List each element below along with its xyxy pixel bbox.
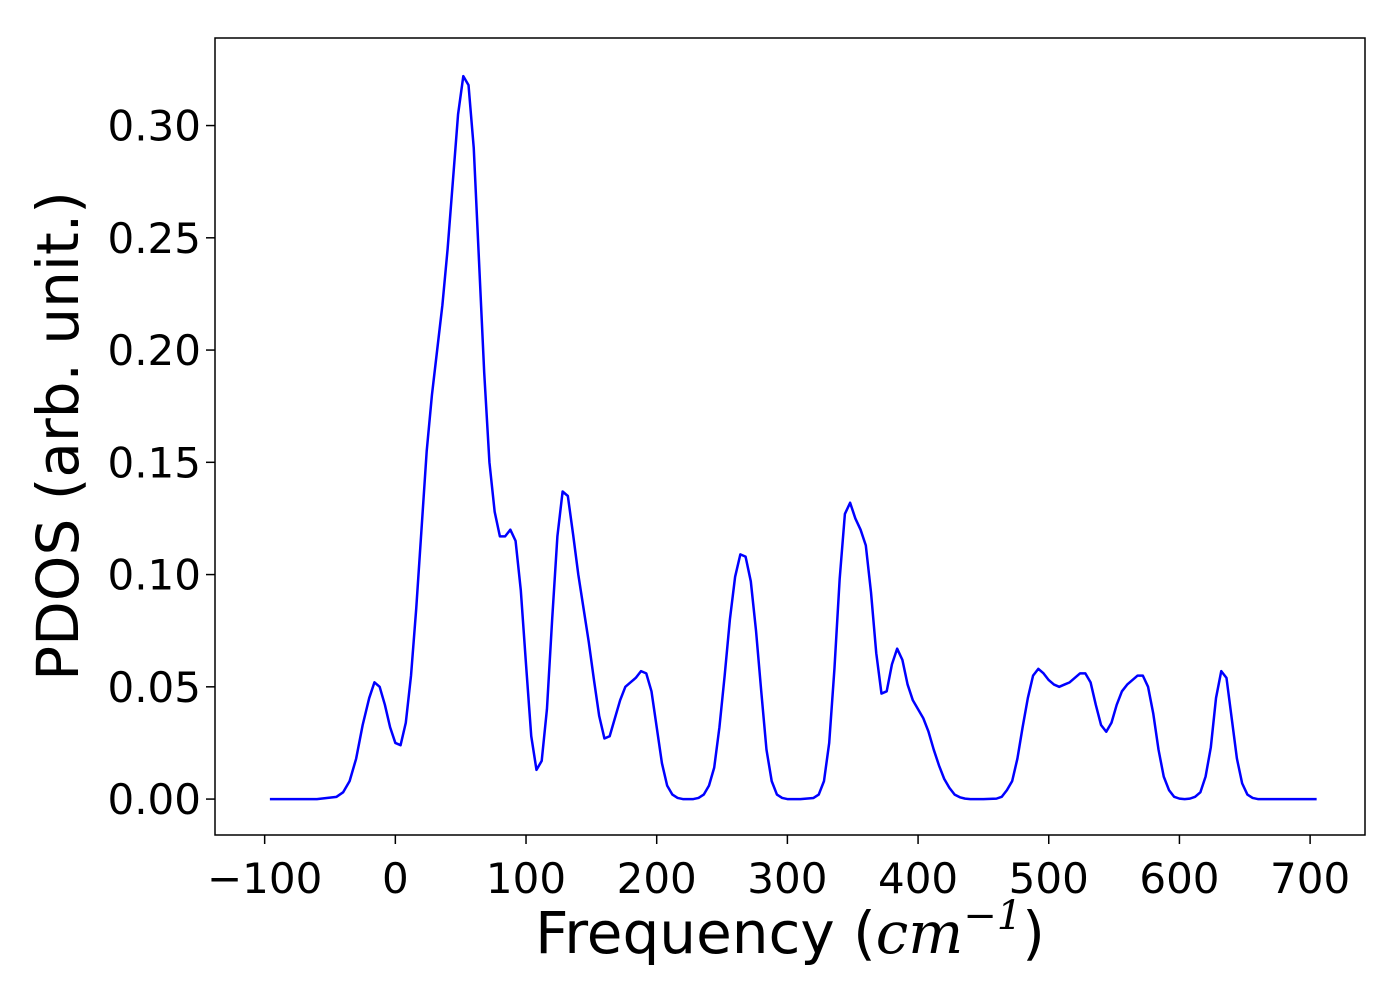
y-tick-label: 0.25 [107, 214, 201, 263]
y-tick-label: 0.00 [107, 775, 201, 824]
y-tick-label: 0.10 [107, 551, 201, 600]
x-tick-label: 600 [1139, 854, 1219, 903]
x-axis-title-unit-exp: −1 [963, 893, 1022, 939]
y-tick-label: 0.20 [107, 326, 201, 375]
x-axis-ticks: −100 0 100 200 300 400 500 600 700 [207, 835, 1350, 903]
x-axis-title-prefix: Frequency ( [535, 899, 876, 967]
x-tick-label: 200 [617, 854, 697, 903]
x-axis-title-suffix: ) [1022, 899, 1045, 967]
pdos-series-line [269, 74, 1317, 801]
x-tick-label: 400 [878, 854, 958, 903]
y-axis-ticks: 0.00 0.05 0.10 0.15 0.20 0.25 0.30 [107, 102, 215, 824]
y-tick-label: 0.30 [107, 102, 201, 151]
y-tick-label: 0.15 [107, 438, 201, 487]
x-tick-label: −100 [207, 854, 322, 903]
y-axis-title: PDOS (arb. unit.) [24, 191, 92, 681]
x-tick-label: 100 [486, 854, 566, 903]
plot-area [214, 37, 1366, 836]
x-tick-label: 700 [1270, 854, 1350, 903]
x-axis-title-unit-base: cm [876, 899, 963, 967]
y-tick-label: 0.05 [107, 663, 201, 712]
x-axis-title: Frequency (cm−1) [535, 893, 1045, 967]
x-tick-label: 0 [382, 854, 409, 903]
x-tick-label: 500 [1009, 854, 1089, 903]
x-tick-label: 300 [747, 854, 827, 903]
